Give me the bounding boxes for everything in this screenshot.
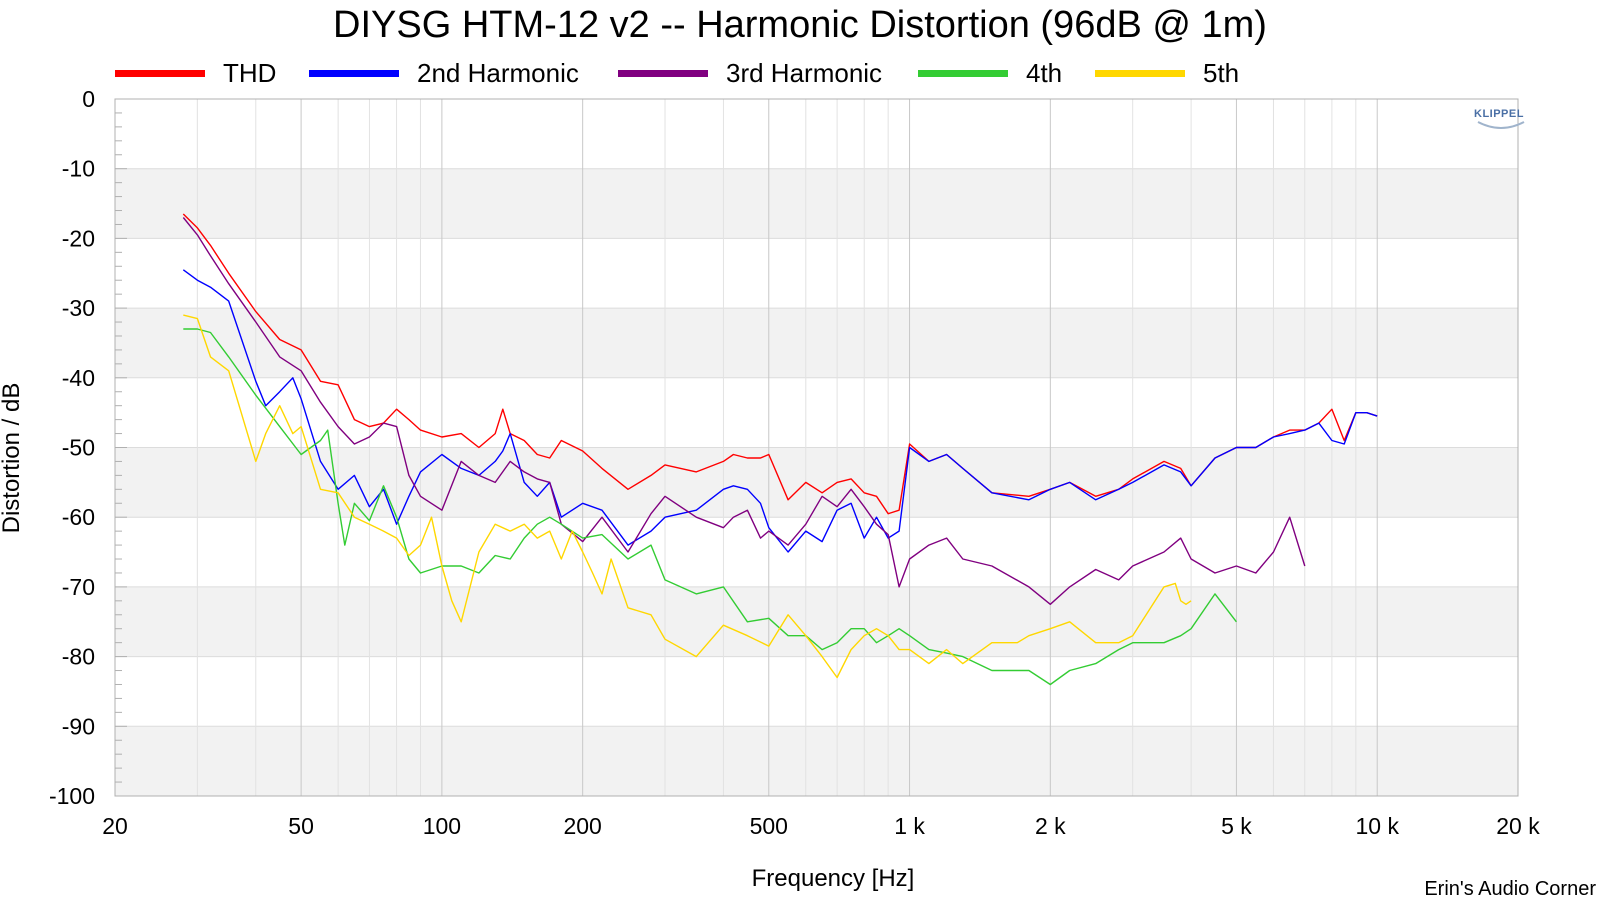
background-band [115,168,1518,239]
x-tick-label: 200 [563,813,601,839]
klippel-swoosh-icon [1477,121,1525,129]
watermark: Erin's Audio Corner [1424,878,1596,900]
legend-swatch-5th [1095,69,1185,77]
legend-swatch-4th [918,69,1008,77]
x-tick-label: 50 [288,813,314,839]
y-tick-label: -70 [62,574,95,600]
y-tick-label: -30 [62,295,95,321]
y-tick-labels: 0 -10 -20 -30 -40 -50 -60 -70 -80 -90 -100 [49,86,95,809]
series-line-2nd-harmonic [182,269,1378,553]
legend-swatch-thd [115,69,205,77]
x-tick-label: 5 k [1221,813,1252,839]
legend-item-4th: 4th [918,58,1062,88]
x-tick-labels: 20 50 100 200 500 1 k 2 k 5 k 10 k 20 k [102,813,1540,839]
series-line-4th [183,328,1237,686]
x-tick-label: 100 [423,813,461,839]
x-tick-label: 500 [750,813,788,839]
y-tick-label: -50 [62,435,95,461]
legend-label-4th: 4th [1026,58,1063,88]
background-band [115,308,1518,378]
background-band [115,726,1518,796]
y-tick-label: -80 [62,644,95,670]
legend: THD 2nd Harmonic 3rd Harmonic 4th 5th [0,58,1600,88]
y-tick-label: 0 [82,86,95,112]
y-tick-label: -100 [49,783,95,809]
background-band [115,99,1518,169]
y-tick-label: -20 [62,225,95,251]
background-band [115,586,1518,657]
y-tick-label: -10 [62,156,95,182]
x-tick-label: 2 k [1035,813,1066,839]
chart-title: DIYSG HTM-12 v2 -- Harmonic Distortion (… [333,4,1267,46]
x-tick-label: 20 [102,813,128,839]
legend-label-thd: THD [223,58,277,88]
legend-label-3rd-harmonic: 3rd Harmonic [726,58,883,88]
legend-item-thd: THD [115,58,276,88]
y-minor-ticks [115,98,127,797]
series-line-5th [183,314,1192,679]
legend-item-3rd-harmonic: 3rd Harmonic [618,58,882,88]
background-band [115,517,1518,587]
series-layer [182,213,1378,686]
legend-item-5th: 5th [1095,58,1239,88]
legend-item-2nd-harmonic: 2nd Harmonic [309,58,579,88]
x-axis-label: Frequency [Hz] [751,865,915,892]
legend-label-2nd-harmonic: 2nd Harmonic [417,58,579,88]
series-line-3rd-harmonic [182,217,1306,605]
x-tick-label: 10 k [1355,813,1399,839]
background-band [115,238,1518,309]
y-tick-label: -60 [62,504,95,530]
legend-swatch-3rd-harmonic [618,69,708,77]
y-tick-label: -90 [62,713,95,739]
x-tick-label: 20 k [1496,813,1540,839]
x-tick-label: 1 k [894,813,925,839]
y-axis-label: Distortion / dB [0,382,25,534]
klippel-logo: KLIPPEL [1474,108,1528,139]
background-band [115,656,1518,727]
plot-frame [114,98,1519,797]
y-tick-label: -40 [62,365,95,391]
legend-label-5th: 5th [1203,58,1240,88]
legend-swatch-2nd-harmonic [309,69,399,77]
background-band [115,377,1518,448]
